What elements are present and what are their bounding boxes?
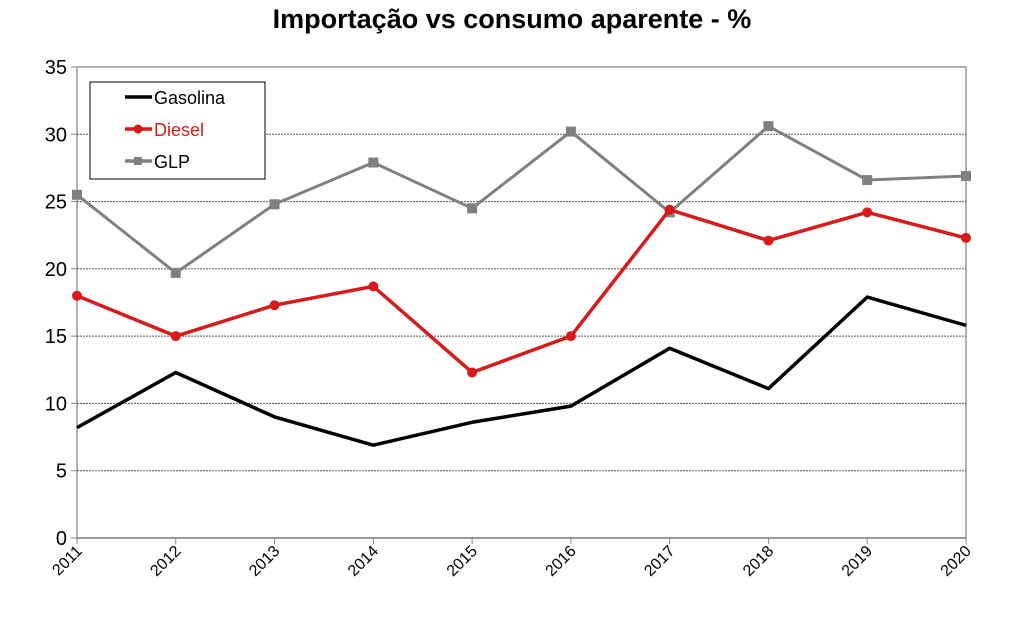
data-point-diesel: [72, 290, 82, 301]
x-tick-label: 2020: [938, 543, 975, 580]
y-tick-label: 25: [45, 192, 67, 214]
data-point-glp: [467, 203, 478, 214]
x-tick-label: 2015: [444, 543, 481, 580]
data-point-glp: [862, 175, 873, 186]
series-line-glp: [76, 124, 967, 275]
data-point-glp: [170, 267, 181, 278]
x-tick-label: 2012: [147, 543, 184, 580]
data-point-diesel: [170, 331, 181, 342]
x-tick-label: 2014: [345, 543, 382, 580]
data-point-diesel: [961, 232, 971, 243]
data-point-glp: [72, 189, 82, 200]
data-point-diesel: [565, 331, 576, 342]
y-tick-label: 5: [56, 461, 67, 483]
data-point-diesel: [763, 235, 774, 246]
y-tick-label: 10: [45, 393, 67, 415]
y-tick-label: 20: [45, 259, 67, 281]
data-point-diesel: [664, 204, 675, 215]
legend-label-diesel: Diesel: [154, 120, 204, 140]
x-tick-label: 2017: [641, 543, 678, 580]
legend-box: [89, 81, 266, 180]
x-tick-label: 2019: [839, 543, 876, 580]
legend-marker-glp: [134, 157, 142, 165]
data-point-glp: [565, 126, 576, 137]
x-tick-label: 2018: [740, 543, 777, 580]
data-point-glp: [269, 199, 280, 210]
legend-marker-diesel: [133, 124, 143, 134]
x-tick-label: 2013: [246, 543, 283, 580]
chart-title: Importação vs consumo aparente - %: [272, 4, 752, 34]
data-point-glp: [368, 157, 379, 168]
y-tick-label: 15: [45, 326, 67, 348]
data-point-diesel: [467, 367, 478, 378]
data-point-glp: [961, 171, 971, 182]
data-point-diesel: [368, 281, 379, 292]
legend: Gasolina Diesel GLP: [89, 81, 266, 180]
legend-label-glp: GLP: [154, 152, 190, 172]
data-point-glp: [763, 121, 774, 132]
x-tick-label: 2016: [543, 543, 580, 580]
data-point-diesel: [862, 207, 873, 218]
y-tick-label: 35: [45, 57, 67, 79]
series-line-diesel: [76, 207, 967, 375]
y-tick-label: 0: [56, 528, 67, 550]
legend-label-gasolina: Gasolina: [154, 88, 226, 108]
series-line-gasolina: [76, 295, 967, 447]
data-point-diesel: [269, 300, 280, 311]
y-tick-label: 30: [45, 124, 67, 146]
